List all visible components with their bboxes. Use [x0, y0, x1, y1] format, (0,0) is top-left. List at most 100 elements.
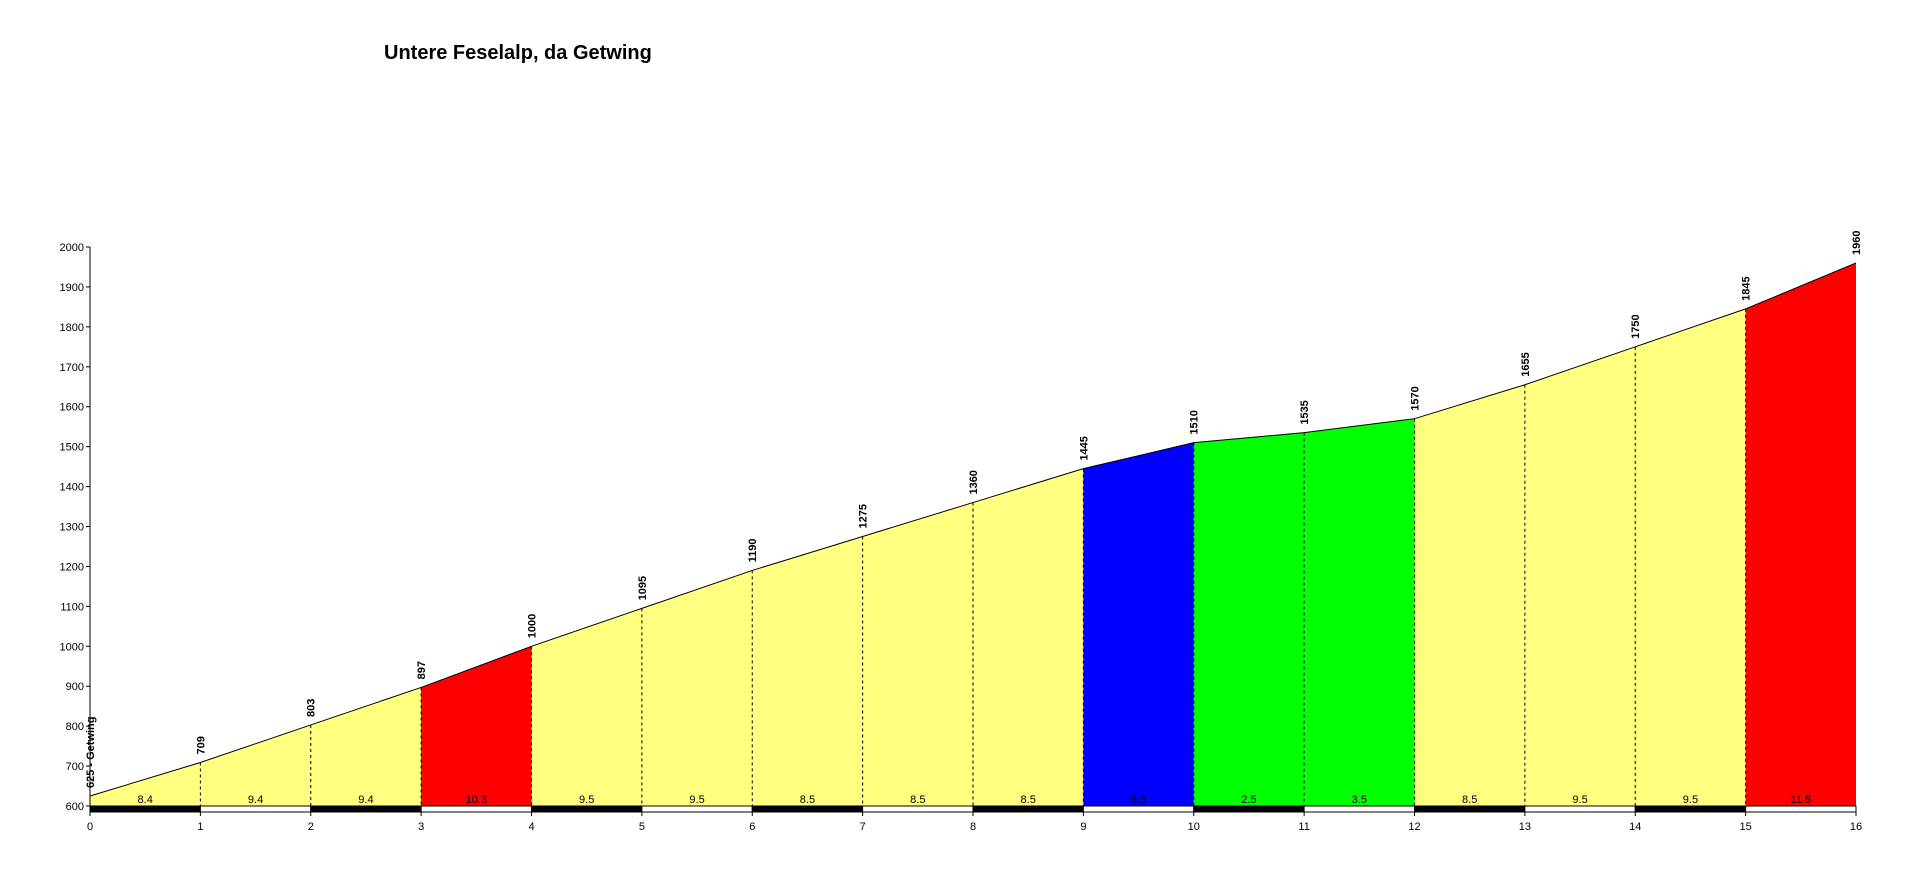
- segment-area: [421, 646, 532, 806]
- distance-bar-segment: [310, 805, 422, 813]
- gradient-label: 9.5: [579, 794, 594, 806]
- segment-area: [1083, 442, 1194, 806]
- y-tick-label: 700: [66, 761, 84, 773]
- x-tick-label: 7: [860, 821, 866, 833]
- distance-bar-segment: [1193, 805, 1305, 813]
- y-tick-label: 1800: [60, 322, 84, 334]
- y-tick-label: 1100: [60, 601, 84, 613]
- y-tick-label: 1600: [60, 402, 84, 414]
- x-tick-label: 11: [1298, 821, 1309, 833]
- distance-bar-segment: [1745, 805, 1857, 813]
- segment-area: [200, 724, 311, 806]
- segment-area: [1414, 384, 1525, 806]
- elevation-label: 1655: [1520, 352, 1532, 376]
- x-tick-label: 14: [1629, 821, 1641, 833]
- elevation-label: 1750: [1630, 314, 1642, 338]
- y-tick-label: 600: [66, 801, 84, 813]
- gradient-label: 2.5: [1241, 794, 1256, 806]
- gradient-label: 9.5: [689, 794, 704, 806]
- segment-area: [310, 687, 422, 806]
- distance-bar-segment: [89, 805, 201, 813]
- x-tick-label: 0: [87, 821, 93, 833]
- y-tick-label: 900: [66, 681, 84, 693]
- distance-bar-segment: [862, 805, 974, 813]
- x-tick-label: 4: [528, 821, 534, 833]
- elevation-label: 1510: [1189, 410, 1201, 434]
- y-tick-label: 1400: [60, 482, 84, 494]
- segment-area: [973, 468, 1084, 806]
- distance-bar-segment: [1634, 805, 1747, 813]
- x-tick-label: 8: [970, 821, 976, 833]
- gradient-label: 8.5: [910, 794, 925, 806]
- distance-bar-segment: [751, 805, 864, 813]
- x-tick-label: 2: [308, 821, 314, 833]
- x-tick-label: 5: [639, 821, 645, 833]
- x-tick-label: 13: [1519, 821, 1531, 833]
- elevation-label: 625 - Getwing: [85, 716, 97, 788]
- elevation-label: 709: [195, 736, 207, 754]
- segment-area: [1304, 418, 1415, 806]
- distance-bar-segment: [199, 805, 312, 813]
- dividers-layer: [199, 308, 1747, 806]
- profile-line: [89, 262, 1857, 797]
- elevation-label: 897: [416, 661, 428, 679]
- y-tick-label: 1200: [60, 561, 84, 573]
- elevation-label: 1960: [1851, 230, 1863, 254]
- gradient-label: 8.5: [1462, 794, 1477, 806]
- y-tick-label: 2000: [60, 242, 84, 254]
- distance-bar-segment: [1082, 805, 1195, 813]
- x-tick-label: 3: [418, 821, 424, 833]
- segment-area: [862, 502, 973, 806]
- segment-area: [531, 608, 642, 806]
- segment-area: [90, 762, 201, 806]
- segments-layer: [90, 262, 1856, 806]
- elevation-label: 1535: [1299, 400, 1311, 424]
- distance-bar-segment: [531, 805, 643, 813]
- chart-title: Untere Feselalp, da Getwing: [384, 42, 652, 64]
- elevation-label: 1190: [747, 539, 759, 563]
- y-tick-label: 1500: [60, 442, 84, 454]
- gradient-label: 11.5: [1791, 794, 1812, 806]
- segment-area: [641, 570, 753, 806]
- gradient-label: 9.4: [358, 794, 373, 806]
- distance-bar-segment: [1414, 805, 1526, 813]
- distance-bar-segment: [1303, 805, 1415, 813]
- distance-bar-segment: [972, 805, 1084, 813]
- x-tick-label: 15: [1740, 821, 1752, 833]
- segment-area: [752, 536, 863, 806]
- profile-layer: [89, 262, 1857, 797]
- elevation-label: 1360: [968, 470, 980, 494]
- elevation-label: 1000: [527, 614, 539, 638]
- gradient-label: 8.5: [800, 794, 815, 806]
- gradient-label: 8.4: [138, 794, 153, 806]
- x-tick-label: 1: [197, 821, 203, 833]
- elevation-label: 803: [306, 699, 318, 717]
- x-tick-label: 12: [1408, 821, 1420, 833]
- x-tick-label: 9: [1080, 821, 1086, 833]
- elevation-label: 1570: [1410, 386, 1422, 410]
- y-tick-label: 1900: [60, 282, 84, 294]
- gradient-label: 6.5: [1131, 794, 1146, 806]
- gradient-label: 8.5: [1021, 794, 1036, 806]
- gradient-label: 9.5: [1683, 794, 1698, 806]
- distance-bar: [89, 805, 1857, 813]
- elevation-label: 1845: [1741, 276, 1753, 300]
- y-tick-label: 1700: [60, 362, 84, 374]
- y-tick-label: 1300: [60, 522, 84, 534]
- distance-bar-segment: [1524, 805, 1636, 813]
- gradient-label: 9.5: [1572, 794, 1587, 806]
- elevation-label: 1275: [858, 504, 870, 528]
- y-tick-label: 1000: [60, 641, 84, 653]
- gradient-label: 3.5: [1352, 794, 1367, 806]
- distance-bar-segment: [641, 805, 753, 813]
- segment-area: [1193, 432, 1305, 806]
- gradient-label: 9.4: [248, 794, 263, 806]
- y-tick-label: 800: [66, 721, 84, 733]
- segment-area: [1635, 308, 1746, 806]
- elevation-label: 1095: [637, 576, 649, 600]
- axes-layer: [86, 246, 1857, 816]
- elevation-label: 1445: [1078, 436, 1090, 460]
- labels-layer: 6007008009001000110012001300140015001600…: [60, 230, 1863, 833]
- x-tick-label: 10: [1188, 821, 1200, 833]
